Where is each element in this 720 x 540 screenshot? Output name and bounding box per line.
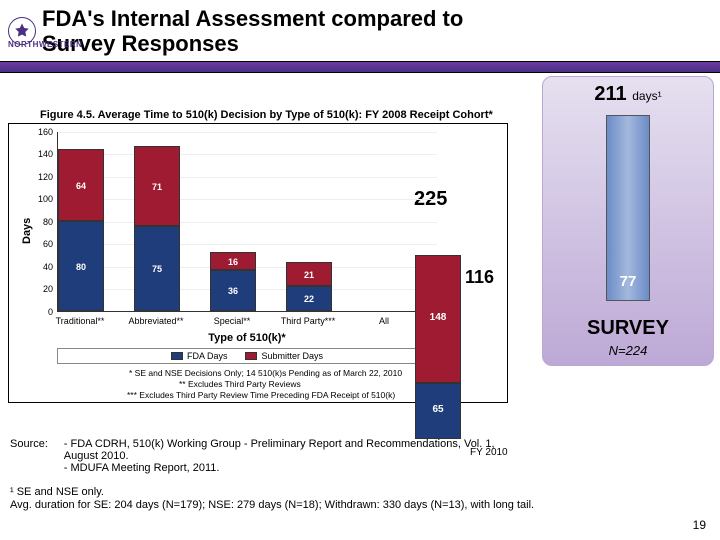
legend-item-sub: Submitter Days: [245, 351, 323, 361]
x-category: Abbreviated**: [128, 316, 183, 326]
legend-label-sub: Submitter Days: [261, 351, 323, 361]
x-category: Third Party***: [281, 316, 336, 326]
bar-val-fda: 80: [58, 262, 104, 272]
x-category: All: [379, 316, 389, 326]
y-tick: 120: [37, 172, 53, 182]
page-number: 19: [693, 518, 706, 532]
legend-label-fda: FDA Days: [187, 351, 228, 361]
slide-header: FDA's Internal Assessment compared to Su…: [0, 0, 720, 59]
bar-val-fda: 75: [134, 264, 180, 274]
slide-title: FDA's Internal Assessment compared to Su…: [42, 6, 463, 57]
swatch-fda: [171, 352, 183, 360]
bar-val-sub: 21: [286, 270, 332, 280]
bar-val-sub: 71: [134, 182, 180, 192]
overlay-116: 116: [465, 267, 494, 288]
y-tick: 60: [37, 239, 53, 249]
survey-mid-num: 77: [543, 273, 713, 290]
northwestern-label: NORTHWESTERN: [8, 40, 82, 49]
survey-top: 211 days¹: [543, 83, 713, 106]
swatch-sub: [245, 352, 257, 360]
chart-footnote-2: ** Excludes Third Party Reviews: [179, 379, 301, 389]
y-tick: 20: [37, 284, 53, 294]
y-tick: 140: [37, 149, 53, 159]
accent-bar: [0, 61, 720, 73]
y-tick: 100: [37, 194, 53, 204]
survey-n: N=224: [543, 343, 713, 358]
bar-val-fda: 36: [210, 286, 256, 296]
bar-val-sub: 16: [210, 257, 256, 267]
all-seg-val: 65: [415, 404, 461, 415]
y-tick: 80: [37, 217, 53, 227]
x-category: Special**: [214, 316, 251, 326]
title-line-2: Survey Responses: [42, 31, 463, 56]
plot-area: 80 64 75 71 36 16 22 21: [57, 132, 437, 312]
bar-val-fda: 22: [286, 294, 332, 304]
y-tick: 40: [37, 262, 53, 272]
y-axis-label: Days: [21, 217, 33, 243]
chart-legend: FDA Days Submitter Days: [57, 348, 437, 364]
legend-item-fda: FDA Days: [171, 351, 228, 361]
source-block: Source: - FDA CDRH, 510(k) Working Group…: [10, 438, 510, 474]
source-text: - FDA CDRH, 510(k) Working Group - Preli…: [64, 438, 510, 474]
figure-title: Figure 4.5. Average Time to 510(k) Decis…: [40, 109, 508, 121]
x-axis-label: Type of 510(k)*: [57, 332, 437, 344]
y-tick: 0: [37, 307, 53, 317]
chart-footnote-1: * SE and NSE Decisions Only; 14 510(k)s …: [129, 368, 402, 378]
survey-days-num: 211: [594, 83, 626, 105]
y-tick: 160: [37, 127, 53, 137]
survey-days-unit: days¹: [632, 89, 661, 103]
title-line-1: FDA's Internal Assessment compared to: [42, 6, 463, 31]
survey-panel: 211 days¹ 77 SURVEY N=224: [542, 76, 714, 366]
x-category: Traditional**: [56, 316, 105, 326]
survey-label: SURVEY: [543, 317, 713, 340]
all-seg-val: 148: [415, 312, 461, 323]
footnote-text: ¹ SE and NSE only. Avg. duration for SE:…: [10, 486, 550, 511]
all-column-overlay: 148 65: [415, 255, 461, 439]
source-label: Source:: [10, 438, 64, 474]
bar-val-sub: 64: [58, 181, 104, 191]
chart-footnote-3: *** Excludes Third Party Review Time Pre…: [127, 390, 395, 400]
